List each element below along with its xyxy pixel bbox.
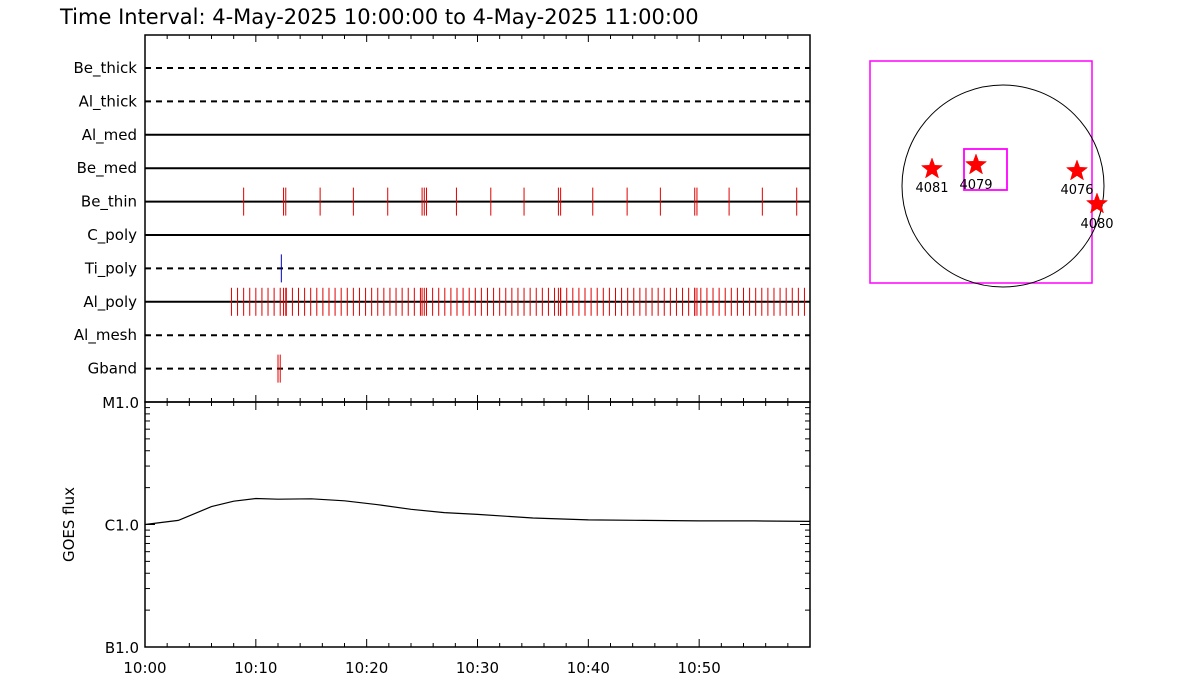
goes-frame (144, 401, 811, 648)
region-label: 4080 (1080, 217, 1113, 232)
goes-flux-line (144, 497, 811, 526)
track-label: Al_mesh (74, 326, 137, 345)
y-tick-label: M1.0 (102, 394, 139, 412)
track-label: Al_poly (83, 293, 137, 312)
timeline-panel: Be_thick Al_thick Al_med Be_med Be_thin C_pol… (73, 34, 811, 403)
x-tick-label: 10:20 (345, 659, 388, 677)
x-tick-label: 10:30 (456, 659, 499, 677)
y-axis-label: GOES flux (60, 487, 78, 562)
y-tick-label: B1.0 (105, 639, 139, 657)
y-tick-label: C1.0 (105, 517, 139, 535)
track-label: Al_thick (79, 92, 138, 111)
x-tick-label: 10:00 (123, 659, 166, 677)
solar-disk (901, 84, 1105, 288)
region-label: 4079 (959, 178, 992, 193)
goes-panel: 10:00 10:10 10:20 10:30 10:40 10:50 B1.0 C1.0 M1… (60, 394, 811, 677)
track-label: C_poly (87, 226, 137, 245)
region-star-icon (1065, 159, 1089, 181)
timeline-frame (144, 34, 811, 403)
region-label: 4081 (915, 181, 948, 196)
track-label: Ti_poly (84, 259, 137, 278)
region-label: 4076 (1060, 183, 1093, 198)
solar-map: 4081 4079 4076 4080 (869, 60, 1114, 288)
x-tick-label: 10:50 (678, 659, 721, 677)
track-label: Gband (88, 360, 137, 378)
fov-inner-box (963, 148, 1008, 191)
x-tick-label: 10:40 (567, 659, 610, 677)
region-star-icon (964, 153, 988, 175)
track-label: Al_med (82, 126, 137, 145)
track-label: Be_med (77, 159, 137, 178)
x-tick-label: 10:10 (234, 659, 277, 677)
fov-outer-box (869, 60, 1093, 284)
region-star-icon (1085, 192, 1109, 214)
chart-title: Time Interval: 4-May-2025 10:00:00 to 4-… (59, 5, 699, 29)
track-label: Be_thick (73, 59, 137, 78)
track-label: Be_thin (81, 193, 137, 212)
region-star-icon (920, 157, 944, 179)
